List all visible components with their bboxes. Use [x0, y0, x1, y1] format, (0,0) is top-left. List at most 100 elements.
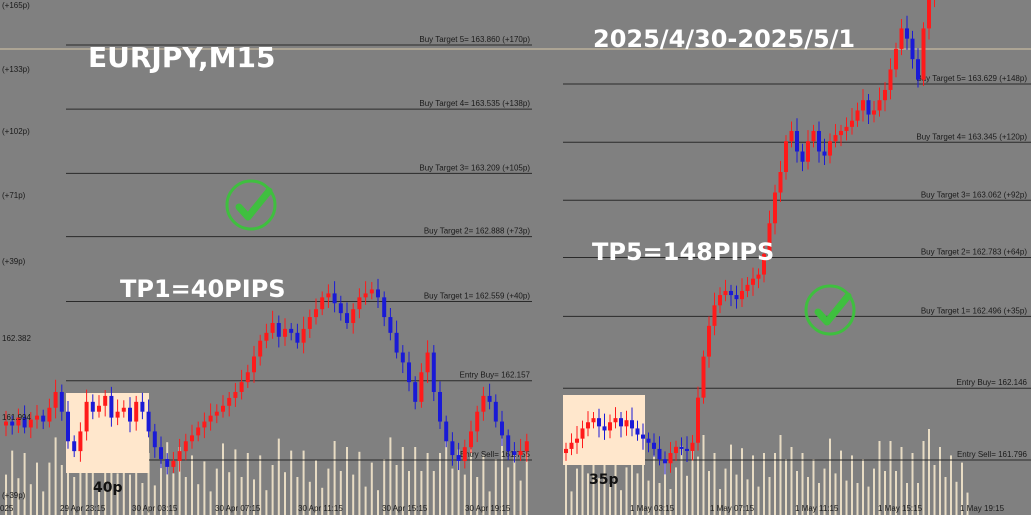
candle-body [400, 352, 405, 363]
candle-body [35, 415, 39, 420]
date-range-label: 2025/4/30-2025/5/1 [593, 25, 855, 53]
candle-body [518, 451, 523, 456]
candle-body [745, 284, 750, 291]
volume-bar [933, 465, 936, 515]
volume-bar [476, 477, 479, 515]
candle-body [307, 317, 312, 329]
volume-bar [135, 447, 138, 515]
volume-bar [370, 462, 373, 515]
y-axis-label: (+39p) [2, 257, 26, 266]
axis-layer: (+165p) (+133p) (+102p) (+71p) (+39p) 162.382… [0, 1, 1005, 513]
volume-bar [785, 459, 787, 515]
volume-bar [85, 471, 88, 515]
volume-bar [911, 453, 914, 515]
candle-body [146, 411, 151, 432]
candle-body [121, 407, 126, 412]
candle-body [679, 446, 684, 449]
volume-bar [664, 462, 666, 515]
volume-bar [928, 429, 930, 515]
candle-body [394, 332, 399, 353]
candle-body [97, 405, 101, 412]
volume-bar [439, 453, 441, 515]
volume-bar [333, 441, 336, 515]
volume-bar [669, 489, 672, 515]
candle-body [487, 395, 492, 402]
volume-bar [774, 453, 776, 515]
candle-body [221, 405, 225, 412]
candle-body [190, 435, 194, 442]
candle-body [894, 48, 898, 70]
candle-body [450, 441, 455, 456]
candle-body [597, 418, 601, 427]
chart-title: EURJPY,M15 [88, 41, 275, 74]
candle-body [883, 89, 887, 101]
volume-bar [889, 441, 892, 515]
candle-body [877, 100, 882, 111]
volume-bar [339, 471, 342, 515]
volume-bar [389, 437, 392, 515]
volume-bar [895, 471, 897, 515]
candle-body [357, 297, 362, 310]
volume-bar [851, 455, 853, 515]
volume-bar [315, 460, 317, 515]
candle-body [591, 418, 596, 423]
candle-body [376, 289, 380, 298]
candle-body [475, 411, 480, 432]
candle-body [72, 441, 77, 452]
candle-body [657, 448, 662, 460]
volume-bar [358, 451, 361, 515]
volume-bar [702, 435, 705, 515]
candle-body [481, 395, 486, 412]
volume-bar [23, 453, 26, 515]
right-level-label: Buy Target 2= 162.783 (+64p) [921, 248, 1027, 257]
volume-bar [939, 447, 941, 515]
volume-bar [823, 468, 826, 515]
volume-bar [609, 484, 611, 515]
volume-bar [178, 447, 181, 515]
candle-body [134, 401, 139, 422]
volume-bar [296, 477, 299, 515]
candle-body [888, 69, 893, 90]
volume-bar [408, 471, 410, 515]
volume-bar [631, 442, 633, 515]
candle-body [270, 322, 275, 333]
volume-bar [240, 477, 243, 515]
volume-bar [222, 443, 224, 515]
candle-body [641, 434, 645, 439]
volume-bar [153, 485, 156, 515]
candles-layer [4, 0, 935, 475]
volume-bar [271, 465, 274, 515]
x-tick-label: 30 Apr 03:15 [132, 504, 178, 513]
candle-body [712, 305, 717, 326]
candle-body [438, 391, 442, 422]
candle-body [115, 411, 120, 418]
candle-body [916, 59, 920, 80]
candle-body [811, 130, 816, 142]
volume-bar [482, 455, 485, 515]
x-tick-label: 30 Apr 07:15 [215, 504, 261, 513]
candle-body [707, 325, 711, 357]
volume-bar [507, 467, 510, 515]
candle-body [239, 382, 244, 392]
volume-bar [377, 490, 379, 515]
right-box-label: 35p [589, 472, 619, 488]
candle-body [795, 130, 799, 152]
candle-body [128, 407, 132, 422]
x-tick-label: 30 Apr 11:15 [298, 504, 343, 513]
candle-body [351, 309, 356, 323]
x-tick-label: 1 May 11:15 [795, 504, 839, 513]
candle-body [431, 352, 436, 392]
volume-bar [525, 453, 528, 515]
candle-body [469, 431, 473, 448]
x-tick-label: 1 May 03:15 [630, 504, 675, 513]
left-level-label: Entry Buy= 162.157 [460, 371, 531, 380]
candle-body [283, 328, 287, 337]
right-level-label: Entry Buy= 162.146 [957, 378, 1028, 387]
volume-bar [570, 491, 573, 515]
candle-body [756, 274, 761, 279]
volume-bar [129, 474, 131, 515]
candle-body [264, 332, 269, 341]
y-axis-label: (+39p) [2, 491, 26, 500]
volume-bar [519, 480, 522, 515]
